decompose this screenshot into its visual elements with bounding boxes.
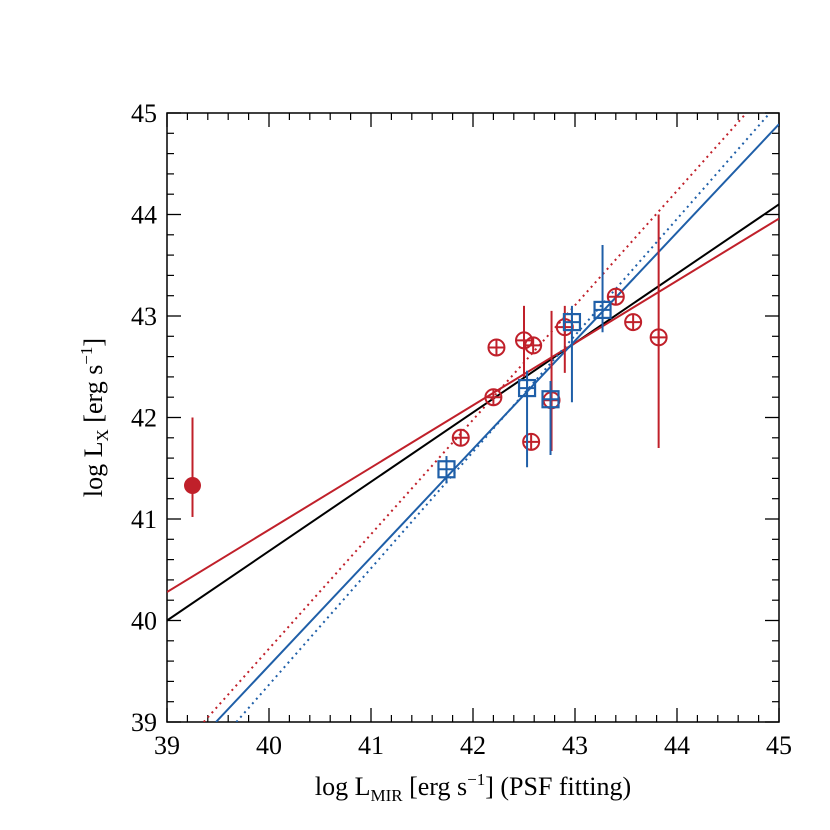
data-point — [624, 313, 643, 332]
x-axis-label-part: [erg s — [403, 772, 468, 801]
marker-plus — [452, 429, 469, 446]
x-axis-label: log LMIR [erg s−1] (PSF fitting) — [315, 770, 631, 805]
x-axis-label-part: MIR — [370, 786, 403, 805]
y-tick-label: 44 — [131, 201, 157, 230]
marker-plus — [543, 392, 560, 409]
y-axis-label: log LX [erg s−1] — [77, 338, 112, 497]
x-axis-label-part: ] (PSF fitting) — [485, 772, 631, 801]
x-tick-label: 42 — [460, 731, 486, 760]
marker-plus — [516, 332, 532, 349]
fit-line — [167, 217, 779, 593]
x-tick-label: 44 — [664, 731, 690, 760]
marker-plus — [563, 314, 580, 331]
y-tick-label: 41 — [131, 505, 157, 534]
y-axis-label-part: [erg s — [79, 365, 108, 430]
y-tick-label: 40 — [131, 607, 157, 636]
plot-frame — [166, 112, 780, 723]
marker-plus — [488, 339, 505, 356]
y-axis-label-part: log L — [79, 441, 108, 497]
data-point — [649, 328, 668, 347]
data-point — [517, 378, 537, 398]
data-point — [541, 390, 560, 409]
marker-plus — [485, 389, 502, 406]
data-point — [606, 287, 625, 306]
data-point — [184, 477, 201, 495]
marker-plus — [625, 314, 642, 331]
data-point — [542, 391, 561, 410]
data-point — [562, 312, 582, 332]
marker-plus — [525, 337, 542, 354]
data-point — [484, 388, 503, 407]
y-axis-label-part: ] — [79, 338, 108, 347]
data-point — [487, 338, 506, 357]
x-tick-label: 40 — [256, 731, 282, 760]
x-tick-label: 41 — [358, 731, 384, 760]
y-tick-label: 43 — [131, 302, 157, 331]
fit-line — [167, 203, 779, 622]
x-tick-label: 39 — [154, 731, 180, 760]
y-axis-label-part: −1 — [77, 347, 96, 365]
marker-circle — [184, 477, 201, 495]
fit-line — [202, 113, 748, 722]
y-tick-label: 45 — [131, 99, 157, 128]
x-axis-label-part: log L — [315, 772, 371, 801]
marker-plus — [594, 301, 611, 318]
y-axis-label-part: X — [93, 429, 112, 441]
data-point — [524, 336, 543, 355]
x-tick-label: 45 — [766, 731, 792, 760]
marker-plus — [650, 329, 667, 346]
plot-area — [167, 113, 779, 722]
y-tick-label: 42 — [131, 404, 157, 433]
y-tick-label: 39 — [131, 708, 157, 737]
x-axis-label-part: −1 — [467, 770, 485, 789]
marker-plus — [523, 433, 540, 450]
marker-plus — [607, 288, 624, 305]
data-point — [515, 331, 533, 350]
marker-plus — [438, 461, 455, 478]
x-tick-label: 43 — [562, 731, 588, 760]
marker-plus — [519, 380, 536, 397]
data-point — [593, 300, 612, 320]
marker-plus — [542, 391, 559, 408]
data-point — [522, 432, 541, 451]
data-point — [451, 428, 470, 447]
data-point — [437, 460, 456, 479]
